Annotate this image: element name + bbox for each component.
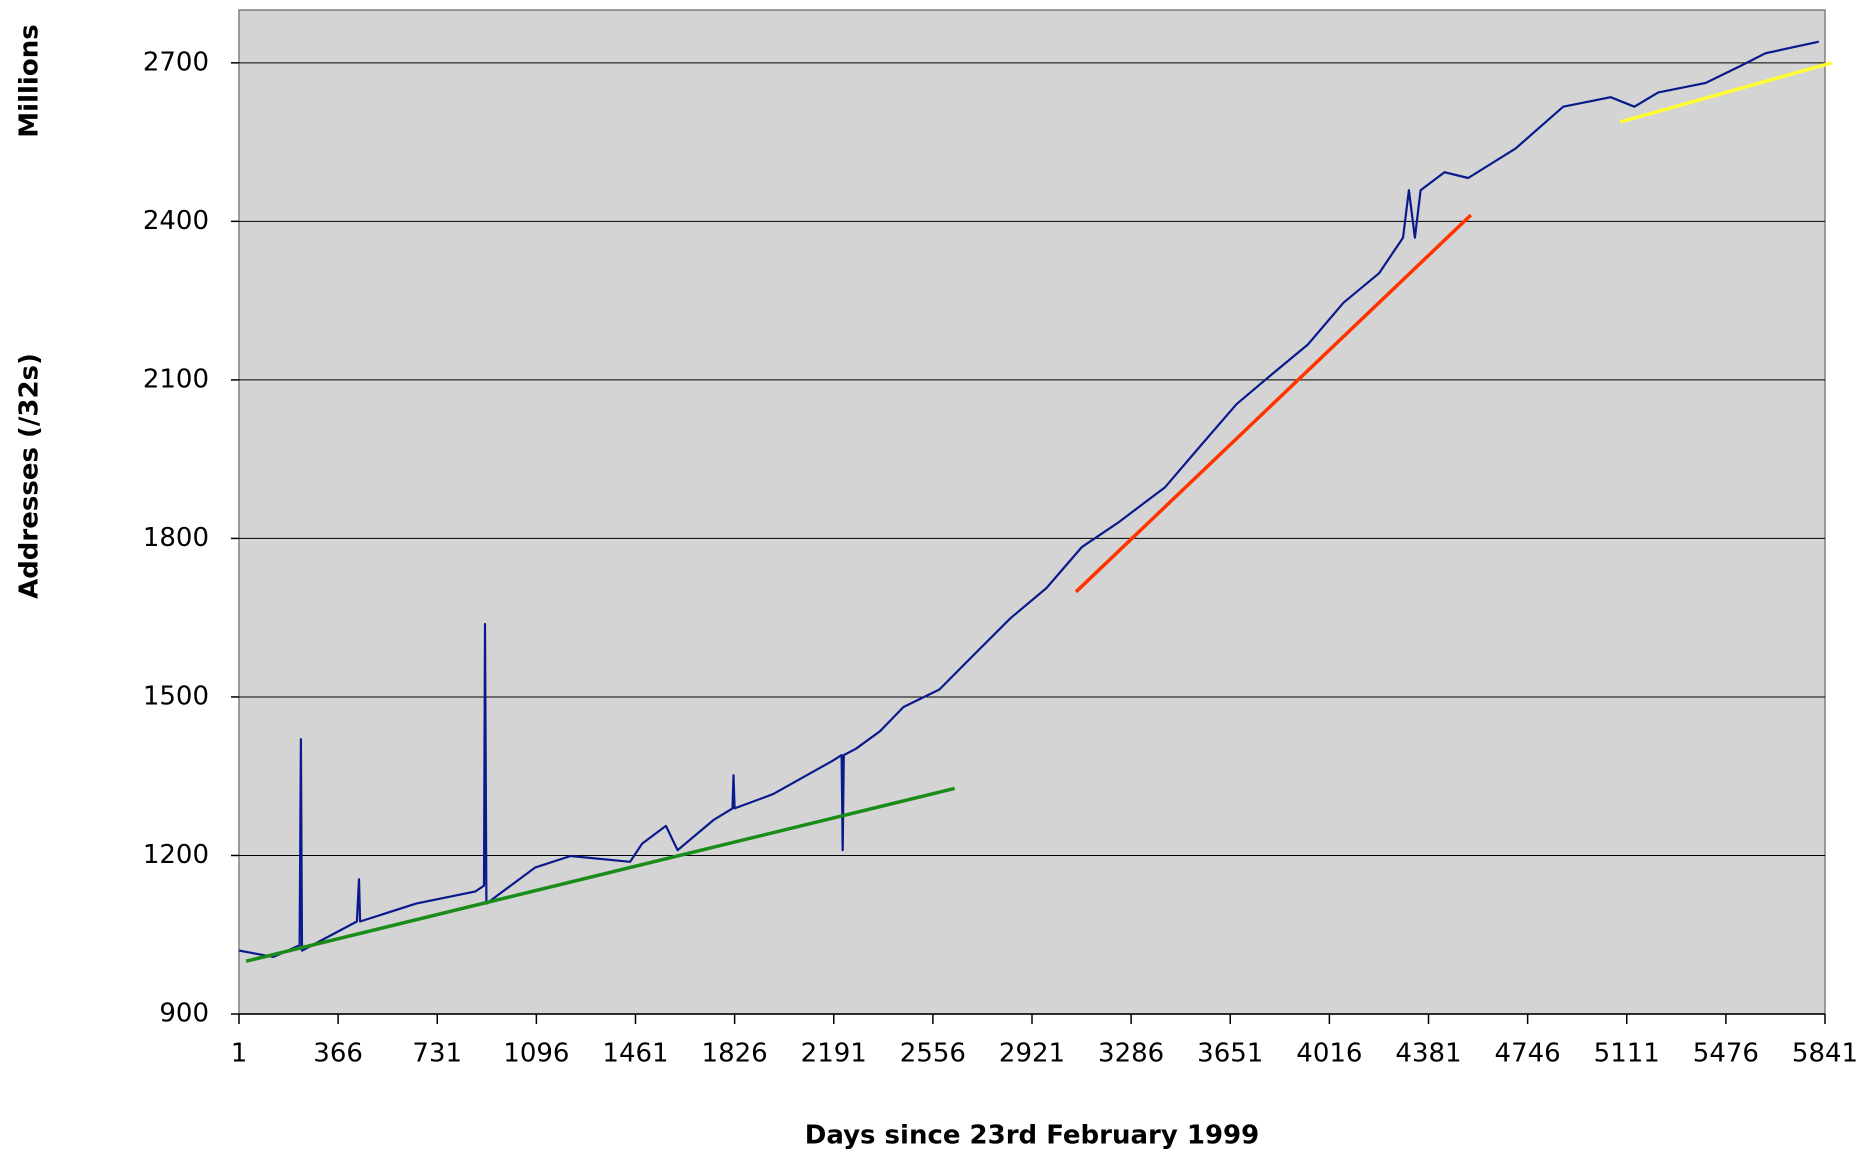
- y-tick-label: 2400: [143, 206, 209, 236]
- x-tick-label: 2921: [999, 1039, 1065, 1069]
- x-tick-label: 731: [412, 1039, 462, 1069]
- x-tick-label: 1: [231, 1039, 248, 1069]
- x-tick-label: 1461: [602, 1039, 668, 1069]
- x-tick-label: 3651: [1197, 1039, 1263, 1069]
- y-tick-label: 2100: [143, 364, 209, 394]
- series-line: [1619, 61, 1833, 124]
- x-tick-label: 5476: [1693, 1039, 1759, 1069]
- x-tick-label: 3286: [1098, 1039, 1164, 1069]
- y-tick-label: 1800: [143, 523, 209, 553]
- x-tick-label: 5841: [1792, 1039, 1858, 1069]
- x-tick-label: 4381: [1395, 1039, 1461, 1069]
- y-tick-label: 2700: [143, 47, 209, 77]
- x-tick-label: 5111: [1594, 1039, 1660, 1069]
- x-tick-label: 366: [313, 1039, 363, 1069]
- x-tick-label: 2556: [900, 1039, 966, 1069]
- x-tick-label: 1826: [702, 1039, 768, 1069]
- y-axis-title: Addresses (/32s): [15, 353, 45, 599]
- x-axis-title: Days since 23rd February 1999: [805, 1121, 1259, 1151]
- y-tick-label: 1200: [143, 840, 209, 870]
- x-tick-label: 4746: [1495, 1039, 1561, 1069]
- series-line: [1074, 213, 1473, 594]
- y-tick-label: 1500: [143, 681, 209, 711]
- x-tick-label: 1096: [503, 1039, 569, 1069]
- series-line: [245, 786, 956, 963]
- y-unit: Millions: [15, 24, 45, 137]
- series-line: [238, 40, 1820, 958]
- plot-area: [238, 9, 1826, 1015]
- x-tick-label: 4016: [1296, 1039, 1362, 1069]
- y-tick-label: 900: [159, 999, 209, 1029]
- x-tick-label: 2191: [801, 1039, 867, 1069]
